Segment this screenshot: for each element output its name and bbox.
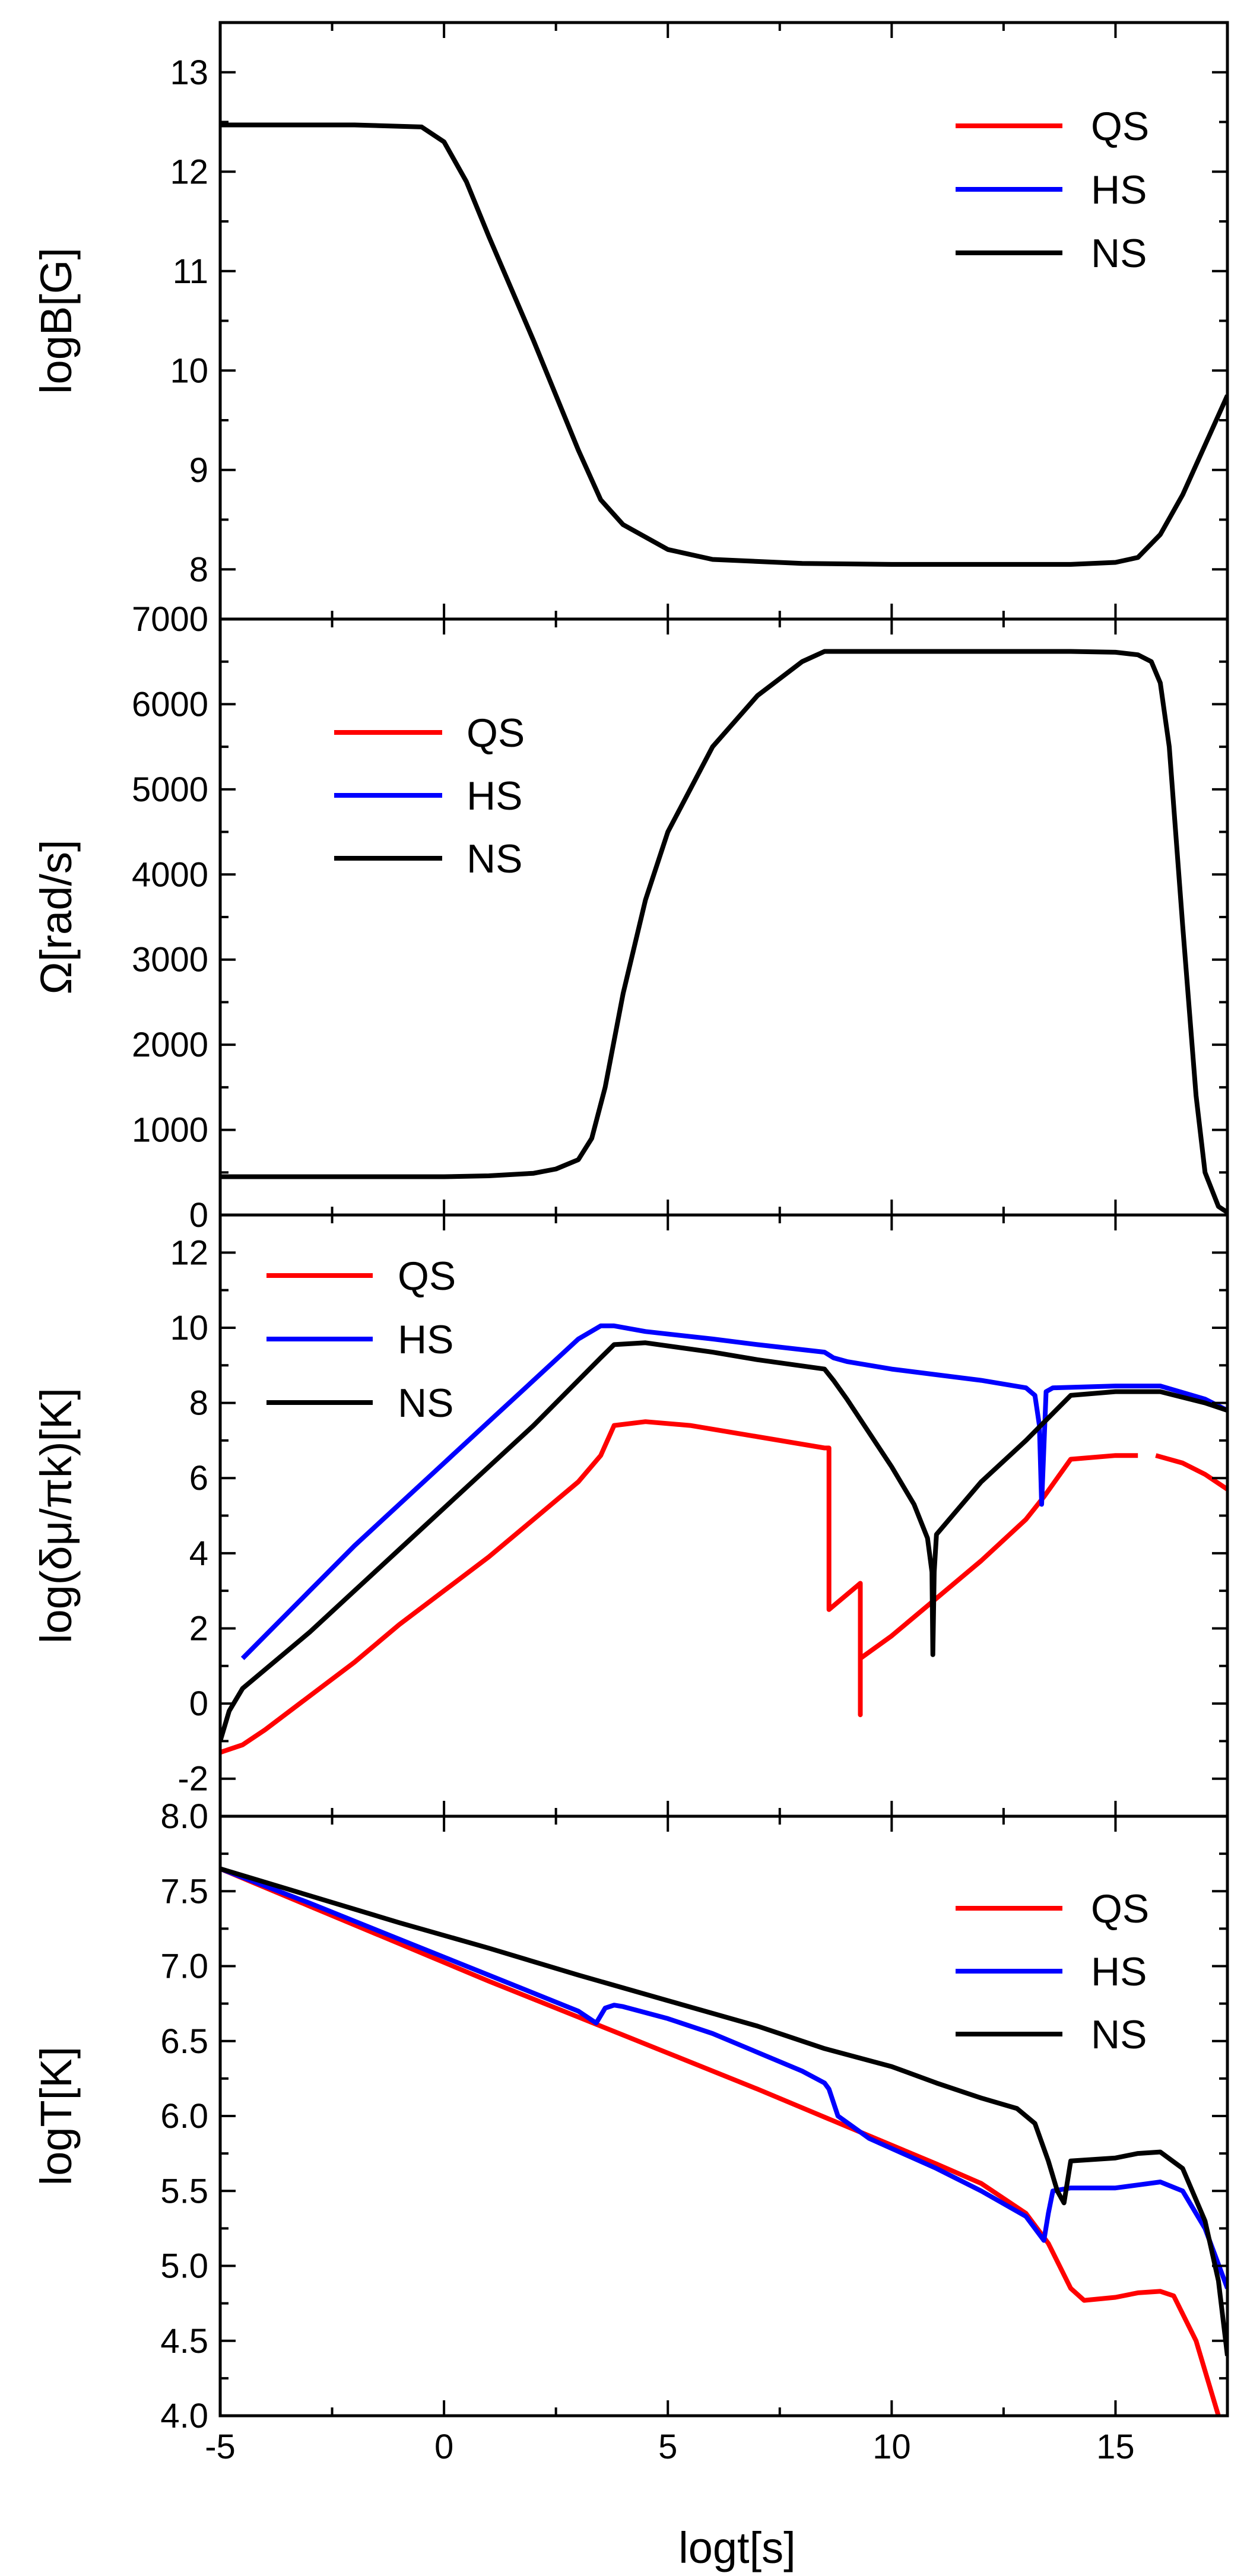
plot-frame — [218, 1213, 1229, 1818]
y-tick-label: 7000 — [132, 600, 208, 639]
x-tick-label: 0 — [434, 2428, 453, 2466]
y-tick-label: 8 — [189, 550, 208, 589]
legend-label-hs: HS — [398, 1317, 453, 1362]
y-tick-label: 12 — [170, 153, 208, 191]
y-tick-label: 5.0 — [160, 2247, 208, 2286]
legend-label-qs: QS — [398, 1254, 456, 1299]
series-line-hs — [240, 1323, 1227, 1660]
legend-label-hs: HS — [1091, 1949, 1147, 1994]
legend-label-qs: QS — [467, 710, 525, 756]
chart-panel-panelB: 8 9 10 11 12 13 logB[G] QS HS NS — [31, 21, 1229, 621]
y-tick-label: 8 — [189, 1384, 208, 1423]
chart-panel-panelOmega: 0 1000 2000 3000 4000 5000 6000 7000 Ω[rad/s] QS H… — [31, 600, 1229, 1235]
y-tick-label: 13 — [170, 53, 208, 92]
x-tick-label: 15 — [1096, 2428, 1135, 2466]
y-tick-label: 2000 — [132, 1026, 208, 1064]
y-tick-label: 4.0 — [160, 2397, 208, 2435]
y-tick-label: 0 — [189, 1684, 208, 1723]
plot-frame — [218, 617, 1229, 1217]
x-tick-labels: -5 0 5 10 15 — [205, 2428, 1134, 2466]
y-tick-label: 12 — [170, 1233, 208, 1272]
y-tick-label: 10 — [170, 1309, 208, 1347]
series-line-qs — [220, 1866, 1221, 2416]
y-tick-label: 6000 — [132, 685, 208, 724]
chart-panels: 8910111213logB[G]QSHSNS01000200030004000… — [31, 21, 1229, 2466]
series-line-qs — [220, 1419, 1227, 1755]
y-tick-label: 4000 — [132, 855, 208, 894]
series-group — [220, 122, 1227, 567]
y-axis-title: log(δμ/πk)[K] — [31, 1388, 81, 1644]
y-tick-label: 4.5 — [160, 2322, 208, 2361]
y-tick-label: 10 — [170, 351, 208, 390]
series-line-hs — [220, 1866, 1227, 2289]
y-tick-label: 2 — [189, 1609, 208, 1648]
series-group — [220, 649, 1227, 1215]
legend-label-ns: NS — [467, 836, 522, 881]
y-tick-label: 8.0 — [160, 1797, 208, 1836]
chart-panel-panelChem: -2 0 2 4 6 8 10 12 log(δμ/πk)[K] QS HS NS — [31, 1213, 1229, 1818]
y-tick-label: 5.5 — [160, 2172, 208, 2210]
y-tick-label: 0 — [189, 1196, 208, 1235]
series-line-ns — [220, 1866, 1227, 2356]
y-axis-title: logT[K] — [31, 2047, 81, 2185]
series-group — [220, 1866, 1227, 2416]
legend: QS HS NS — [334, 710, 525, 881]
legend: QS HS NS — [956, 104, 1149, 276]
y-tick-label: 1000 — [132, 1111, 208, 1150]
legend: QS HS NS — [266, 1254, 456, 1426]
chart-panel-panelT: 4.0 4.5 5.0 5.5 6.0 6.5 7.0 7.5 8.0 logT[K] QS HS NS — [31, 1797, 1229, 2435]
y-axis-title: logB[G] — [31, 248, 81, 394]
y-tick-label: 4 — [189, 1534, 208, 1573]
y-tick-label: 6.0 — [160, 2097, 208, 2136]
series-line-ns — [220, 649, 1227, 1215]
series-line-ns — [220, 1340, 1227, 1742]
legend-label-hs: HS — [1091, 167, 1147, 212]
x-tick-label: 10 — [872, 2428, 911, 2466]
x-tick-label: -5 — [205, 2428, 236, 2466]
y-tick-label: 5000 — [132, 770, 208, 809]
y-tick-label: 6.5 — [160, 2022, 208, 2061]
y-axis-title: Ω[rad/s] — [31, 840, 81, 995]
y-tick-label: 6 — [189, 1459, 208, 1498]
legend-label-ns: NS — [1091, 2012, 1147, 2057]
series-group — [220, 1323, 1227, 1755]
plot-frame — [218, 21, 1229, 621]
legend-label-hs: HS — [467, 773, 522, 819]
y-tick-label: 3000 — [132, 941, 208, 979]
legend: QS HS NS — [956, 1886, 1149, 2057]
series-line-ns — [220, 122, 1227, 567]
legend-label-qs: QS — [1091, 104, 1149, 149]
legend-label-qs: QS — [1091, 1886, 1149, 1931]
x-axis-title: logt[s] — [678, 2523, 795, 2572]
legend-label-ns: NS — [398, 1381, 453, 1426]
y-tick-label: 9 — [189, 451, 208, 490]
plot-frame — [218, 1814, 1229, 2418]
y-tick-label: 11 — [173, 252, 208, 291]
y-tick-label: 7.0 — [160, 1947, 208, 1986]
x-tick-label: 5 — [658, 2428, 677, 2466]
y-tick-label: -2 — [177, 1760, 208, 1798]
legend-label-ns: NS — [1091, 231, 1147, 276]
y-tick-label: 7.5 — [160, 1872, 208, 1911]
